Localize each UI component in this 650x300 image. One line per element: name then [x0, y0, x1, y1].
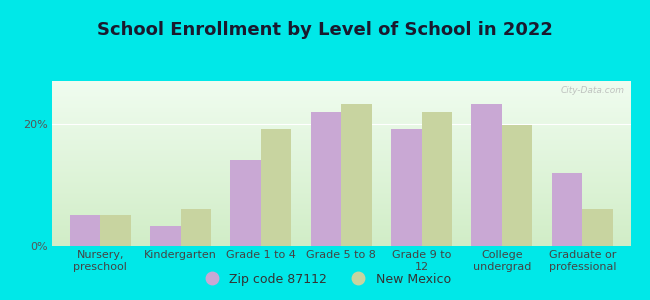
Bar — [150, 226, 181, 246]
Bar — [100, 215, 131, 246]
Bar — [391, 129, 422, 246]
Text: School Enrollment by Level of School in 2022: School Enrollment by Level of School in … — [97, 21, 553, 39]
Bar — [230, 160, 261, 246]
Bar — [341, 104, 372, 246]
Legend: Zip code 87112, New Mexico: Zip code 87112, New Mexico — [194, 268, 456, 291]
Bar — [471, 104, 502, 246]
Bar — [311, 112, 341, 246]
Text: City-Data.com: City-Data.com — [561, 86, 625, 95]
Bar — [422, 112, 452, 246]
Bar — [261, 129, 291, 246]
Bar — [552, 173, 582, 246]
Bar — [181, 209, 211, 246]
Bar — [582, 209, 613, 246]
Bar — [502, 125, 532, 246]
Bar — [70, 215, 100, 246]
